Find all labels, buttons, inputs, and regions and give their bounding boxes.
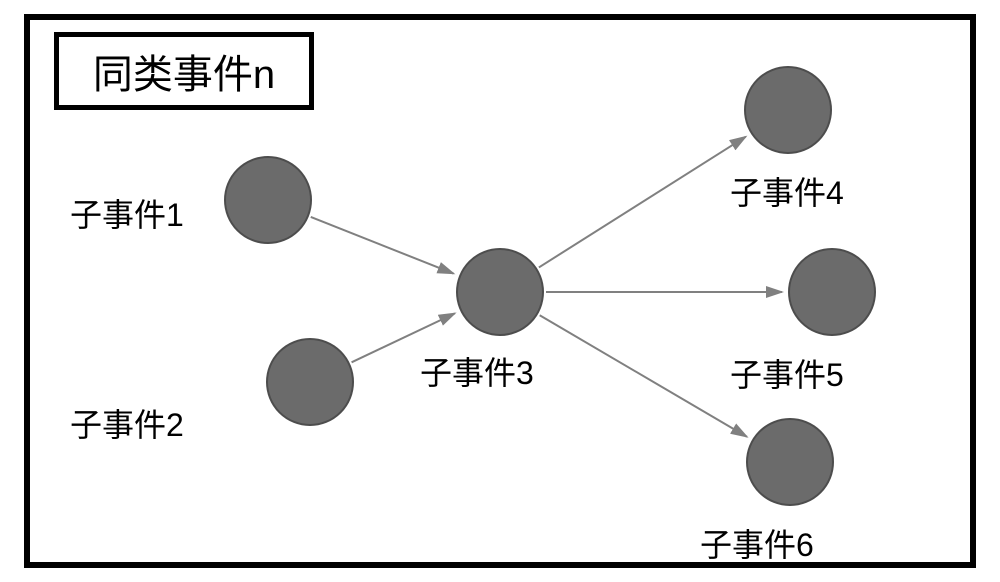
- node-n1: [224, 156, 312, 244]
- node-n5: [788, 248, 876, 336]
- title-text: 同类事件n: [93, 42, 275, 100]
- label-n3: 子事件3: [420, 348, 534, 394]
- label-n5: 子事件5: [730, 350, 844, 396]
- diagram-canvas: 同类事件n 子事件1 子事件2 子事件3 子事件4 子事件5 子事件6: [0, 0, 1000, 582]
- node-n4: [744, 66, 832, 154]
- node-n2: [266, 338, 354, 426]
- label-n4: 子事件4: [730, 168, 844, 214]
- label-n2: 子事件2: [70, 400, 184, 446]
- title-box: 同类事件n: [54, 32, 314, 110]
- label-n6: 子事件6: [700, 520, 814, 566]
- node-n3: [456, 248, 544, 336]
- label-n1: 子事件1: [70, 190, 184, 236]
- node-n6: [746, 418, 834, 506]
